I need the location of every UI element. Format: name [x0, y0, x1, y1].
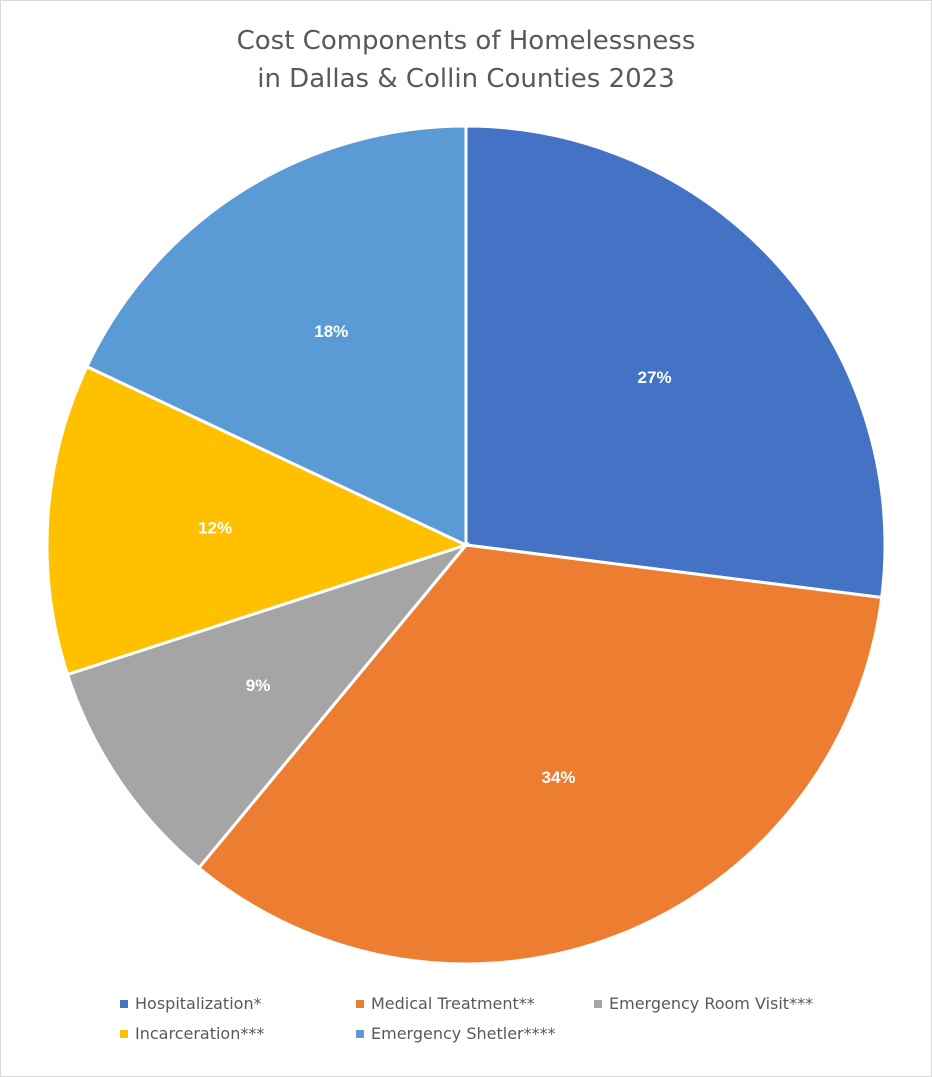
chart-title: Cost Components of Homelessness in Dalla… [0, 22, 932, 98]
legend-item-emergency-room-visit: Emergency Room Visit*** [594, 994, 813, 1013]
data-label-hospitalization: 27% [638, 368, 672, 387]
chart-title-line-1: Cost Components of Homelessness [236, 26, 696, 56]
legend-swatch-emergency-shelter [356, 1029, 364, 1038]
legend-label-incarceration: Incarceration*** [135, 1024, 265, 1043]
legend-item-emergency-shelter: Emergency Shetler**** [356, 1024, 556, 1043]
data-label-medical-treatment: 34% [542, 768, 576, 787]
data-label-emergency-shetler: 18% [314, 322, 348, 341]
pie-slice-medical-treatment [196, 543, 884, 966]
legend-label-emergency-shelter: Emergency Shetler**** [371, 1024, 556, 1043]
legend-label-emergency-room-visit: Emergency Room Visit*** [609, 994, 814, 1013]
legend-item-incarceration: Incarceration*** [120, 1024, 264, 1043]
legend-swatch-medical-treatment [356, 999, 364, 1008]
pie-slice-hospitalization [464, 124, 887, 600]
data-label-incarceration: 12% [198, 519, 232, 538]
pie-slice-emergency-shetler [84, 124, 468, 548]
pie-slice-emergency-room-visit [65, 541, 471, 870]
legend-item-medical-treatment: Medical Treatment** [356, 994, 535, 1013]
legend-label-medical-treatment: Medical Treatment** [371, 994, 535, 1013]
legend-swatch-hospitalization [120, 999, 128, 1008]
pie-slice-incarceration [45, 364, 471, 677]
data-label-emergency-room-visit: 9% [246, 676, 271, 695]
legend-swatch-incarceration [120, 1029, 128, 1038]
legend-swatch-emergency-room-visit [594, 999, 602, 1008]
legend-item-hospitalization: Hospitalization* [120, 994, 262, 1013]
chart-title-line-2: in Dallas & Collin Counties 2023 [257, 64, 675, 94]
legend-label-hospitalization: Hospitalization* [135, 994, 262, 1013]
